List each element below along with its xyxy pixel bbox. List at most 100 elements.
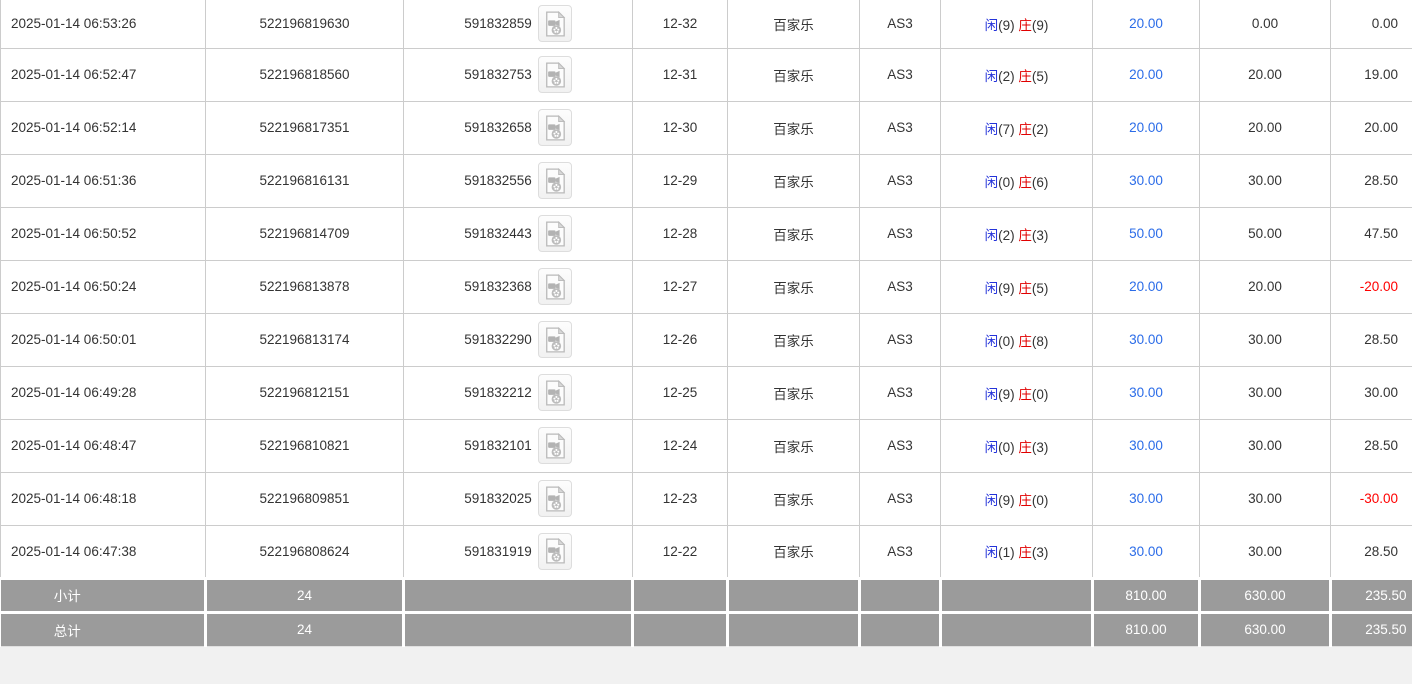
cell-game-name: 百家乐: [727, 100, 860, 155]
cell-bet-id: 522196818560: [205, 47, 404, 102]
cell-bet-time: 2025-01-14 06:50:52: [0, 206, 206, 261]
video-replay-button[interactable]: [537, 480, 572, 517]
cell-game-result: 闲(9) 庄(9): [940, 0, 1093, 49]
cell-bet-time: 2025-01-14 06:47:38: [0, 524, 206, 579]
cell-win-loss: 28.50: [1330, 418, 1412, 473]
cell-game-name: 百家乐: [727, 0, 860, 49]
player-result-label: 闲: [984, 439, 999, 455]
round-id-text: 591831919: [464, 543, 532, 559]
bet-amount-link[interactable]: 30.00: [1129, 491, 1163, 506]
bet-amount-link[interactable]: 20.00: [1129, 67, 1163, 82]
video-replay-button[interactable]: [537, 162, 572, 199]
cell-valid-amount: 20.00: [1199, 100, 1331, 155]
cell-shoe-round: 12-25: [632, 365, 728, 420]
video-replay-button[interactable]: [537, 56, 572, 93]
cell-round-id: 591832212: [403, 365, 633, 420]
cell-game-result: 闲(7) 庄(2): [940, 100, 1093, 155]
cell-table-name: AS3: [859, 365, 941, 420]
cell-bet-id: 522196817351: [205, 100, 404, 155]
player-result-points: (9): [998, 386, 1015, 402]
cell-round-id: 591832101: [403, 418, 633, 473]
cell-win-loss: 28.50: [1330, 153, 1412, 208]
video-file-icon: [544, 379, 566, 406]
player-result-points: (1): [998, 545, 1015, 560]
cell-bet-time: 2025-01-14 06:49:28: [0, 365, 206, 420]
player-result-label: 闲: [984, 17, 999, 33]
cell-bet-amount: 20.00: [1092, 100, 1200, 155]
bet-amount-link[interactable]: 20.00: [1129, 279, 1163, 294]
banker-result-label: 庄: [1018, 492, 1032, 508]
cell-bet-amount: 30.00: [1092, 418, 1200, 473]
cell-shoe-round: 12-30: [632, 100, 728, 155]
cell-round-id: 591832290: [403, 312, 633, 367]
video-replay-button[interactable]: [537, 427, 572, 464]
player-result-label: 闲: [984, 227, 999, 243]
bet-amount-link[interactable]: 30.00: [1129, 385, 1163, 400]
cell-win-loss: 20.00: [1330, 100, 1412, 155]
video-replay-button[interactable]: [537, 215, 572, 252]
banker-result-label: 庄: [1018, 333, 1032, 349]
player-result-label: 闲: [984, 174, 999, 190]
banker-result-label: 庄: [1018, 280, 1032, 296]
cell-game-result: 闲(0) 庄(6): [940, 153, 1093, 208]
banker-result-label: 庄: [1018, 545, 1032, 560]
video-replay-button[interactable]: [537, 374, 572, 411]
bet-amount-link[interactable]: 20.00: [1129, 16, 1163, 32]
bet-amount-link[interactable]: 20.00: [1129, 120, 1163, 135]
cell-game-result: 闲(2) 庄(5): [940, 47, 1093, 102]
cell-table-name: AS3: [859, 206, 941, 261]
cell-bet-amount: 30.00: [1092, 153, 1200, 208]
cell-valid-amount: 50.00: [1199, 206, 1331, 261]
bet-amount-link[interactable]: 30.00: [1129, 173, 1163, 188]
table-row: 2025-01-14 06:48:18 522196809851 5918320…: [0, 471, 1412, 526]
banker-result-label: 庄: [1018, 174, 1032, 190]
player-result-points: (0): [998, 333, 1015, 349]
cell-round-id: 591832556: [403, 153, 633, 208]
bet-amount-link[interactable]: 30.00: [1129, 543, 1163, 559]
cell-bet-time: 2025-01-14 06:50:24: [0, 259, 206, 314]
player-result-points: (2): [998, 68, 1015, 84]
cell-round-id: 591832025: [403, 471, 633, 526]
subtotal-row: 小计 24 810.00 630.00 235.50: [0, 576, 1412, 612]
cell-valid-amount: 30.00: [1199, 524, 1331, 579]
player-result-points: (2): [998, 227, 1015, 243]
cell-round-id: 591832859: [403, 0, 633, 49]
cell-bet-id: 522196813174: [205, 312, 404, 367]
cell-round-id: 591832368: [403, 259, 633, 314]
video-replay-button[interactable]: [537, 268, 572, 305]
banker-result-points: (3): [1031, 439, 1049, 455]
cell-game-name: 百家乐: [727, 47, 860, 102]
video-replay-button[interactable]: [537, 321, 572, 358]
subtotal-win-loss: 235.50: [1329, 576, 1412, 612]
table-row: 2025-01-14 06:50:24 522196813878 5918323…: [0, 259, 1412, 314]
bet-amount-link[interactable]: 30.00: [1129, 438, 1163, 453]
cell-game-result: 闲(9) 庄(0): [940, 471, 1093, 526]
subtotal-count: 24: [204, 576, 405, 612]
round-id-text: 591832101: [464, 438, 532, 453]
cell-bet-id: 522196813878: [205, 259, 404, 314]
cell-bet-time: 2025-01-14 06:52:14: [0, 100, 206, 155]
cell-bet-amount: 20.00: [1092, 47, 1200, 102]
video-replay-button[interactable]: [537, 532, 572, 570]
cell-valid-amount: 30.00: [1199, 312, 1331, 367]
bet-amount-link[interactable]: 30.00: [1129, 332, 1163, 347]
round-id-text: 591832859: [464, 16, 532, 32]
total-bet-amount: 810.00: [1091, 610, 1201, 647]
cell-round-id: 591832753: [403, 47, 633, 102]
cell-table-name: AS3: [859, 0, 941, 49]
cell-bet-time: 2025-01-14 06:51:36: [0, 153, 206, 208]
cell-bet-amount: 30.00: [1092, 524, 1200, 579]
banker-result-label: 庄: [1018, 386, 1032, 402]
cell-game-name: 百家乐: [727, 206, 860, 261]
cell-bet-amount: 20.00: [1092, 0, 1200, 49]
banker-result-points: (6): [1031, 174, 1049, 190]
video-replay-button[interactable]: [537, 5, 572, 43]
video-replay-button[interactable]: [537, 109, 572, 146]
bet-amount-link[interactable]: 50.00: [1129, 226, 1163, 241]
video-file-icon: [544, 10, 566, 37]
banker-result-label: 庄: [1018, 121, 1032, 137]
total-win-loss: 235.50: [1329, 610, 1412, 647]
subtotal-label: 小计: [0, 576, 207, 612]
cell-shoe-round: 12-24: [632, 418, 728, 473]
cell-game-result: 闲(9) 庄(0): [940, 365, 1093, 420]
